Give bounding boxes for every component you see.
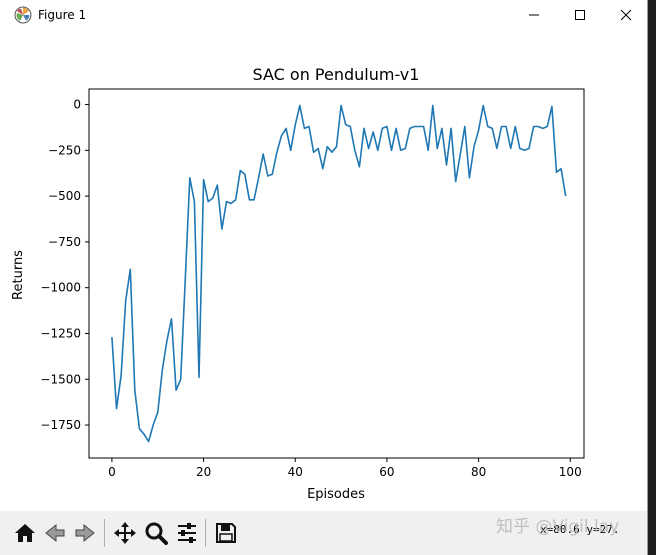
plot-area: 0 20 40 60 80 100 0 −250 −500 −750 −1000 −1250 −1500…: [40, 88, 585, 479]
minimize-button[interactable]: [511, 0, 557, 30]
forward-button[interactable]: [70, 518, 100, 548]
y-tick-label: 0: [73, 98, 81, 112]
configure-subplots-button[interactable]: [172, 518, 202, 548]
chart-title: SAC on Pendulum-v1: [253, 65, 420, 84]
close-icon: [620, 9, 632, 21]
y-axis-label: Returns: [11, 250, 26, 300]
plot-frame: [88, 88, 585, 459]
matplotlib-logo-icon: [14, 6, 32, 24]
title-bar[interactable]: Figure 1: [0, 0, 647, 30]
x-tick-label: 100: [559, 465, 582, 479]
x-tick-label: 80: [471, 465, 486, 479]
watermark: 知乎 @Vigil.lay: [496, 517, 620, 537]
save-button[interactable]: [211, 518, 241, 548]
toolbar-separator: [104, 519, 105, 547]
y-tick-label: −500: [48, 189, 81, 203]
series-line: [111, 104, 567, 443]
toolbar-separator: [205, 519, 206, 547]
x-tick-label: 0: [108, 465, 116, 479]
x-tick-label: 20: [196, 465, 211, 479]
back-icon: [45, 523, 65, 543]
navigation-toolbar: x=80.6 y=27.: [0, 511, 647, 555]
figure-canvas[interactable]: SAC on Pendulum-v1 0 20 40 60 80 100 0 −250 −500…: [8, 31, 647, 511]
back-button[interactable]: [40, 518, 70, 548]
y-tick-label: −750: [48, 235, 81, 249]
line-chart: SAC on Pendulum-v1 0 20 40 60 80 100 0 −250 −500…: [11, 65, 585, 502]
background-editor-edge: [648, 0, 656, 555]
pan-icon: [114, 522, 136, 544]
forward-icon: [75, 523, 95, 543]
zoom-button[interactable]: [141, 518, 171, 548]
x-tick-label: 60: [379, 465, 394, 479]
maximize-icon: [575, 10, 585, 20]
y-tick-label: −1500: [40, 372, 81, 386]
pan-button[interactable]: [110, 518, 140, 548]
x-axis-label: Episodes: [307, 487, 365, 502]
y-tick-label: −250: [48, 143, 81, 157]
save-icon: [216, 523, 236, 543]
close-button[interactable]: [603, 0, 649, 30]
configure-icon: [178, 523, 196, 543]
y-tick-label: −1000: [40, 281, 81, 295]
coordinate-readout: x=80.6 y=27.: [540, 523, 620, 536]
zoom-icon: [145, 522, 168, 545]
home-icon: [15, 524, 35, 542]
maximize-button[interactable]: [557, 0, 603, 30]
home-button[interactable]: [10, 518, 40, 548]
y-tick-label: −1750: [40, 418, 81, 432]
y-tick-label: −1250: [40, 326, 81, 340]
window-title: Figure 1: [38, 8, 87, 22]
x-tick-label: 40: [288, 465, 303, 479]
minimize-icon: [529, 14, 539, 16]
